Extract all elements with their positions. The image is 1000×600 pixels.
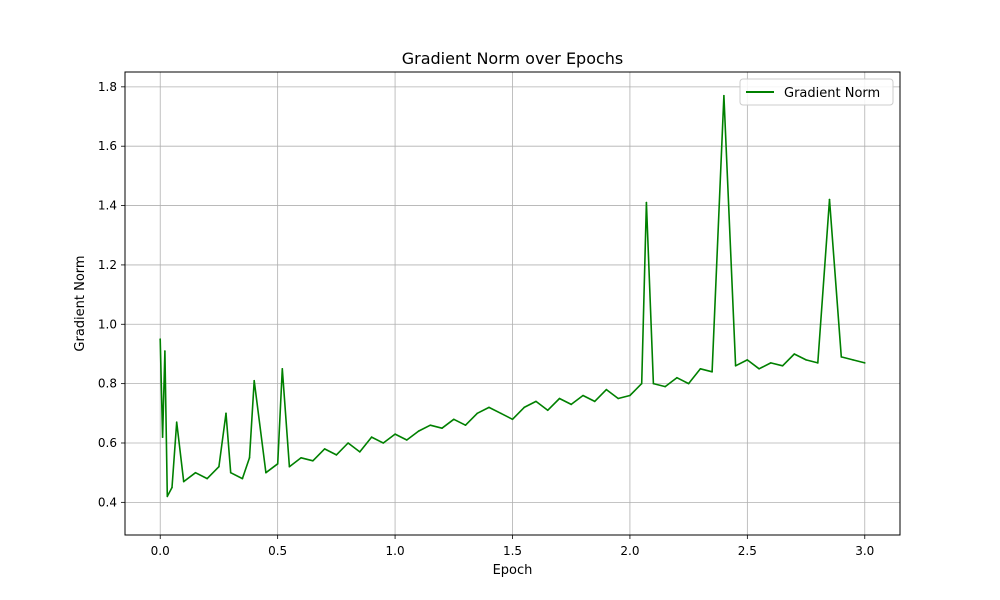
gradient-norm-point xyxy=(734,365,737,367)
gradient-norm-point xyxy=(265,471,267,474)
gradient-norm-point xyxy=(166,495,169,498)
gradient-norm-point xyxy=(781,365,784,367)
gradient-norm-point xyxy=(288,465,291,468)
gradient-norm-point xyxy=(241,477,244,480)
x-tick-label: 2.0 xyxy=(620,544,639,558)
y-tick-label: 1.0 xyxy=(98,317,117,331)
gradient-norm-point xyxy=(605,388,608,391)
gradient-norm-point xyxy=(441,427,443,430)
y-tick-label: 0.6 xyxy=(98,436,117,450)
gradient-norm-point xyxy=(164,350,166,352)
gradient-norm-point xyxy=(793,353,796,355)
gradient-norm-point xyxy=(417,430,420,432)
x-tick-label: 3.0 xyxy=(855,544,874,558)
gradient-norm-point xyxy=(593,400,596,403)
gradient-norm-point xyxy=(281,368,284,370)
gradient-norm-point xyxy=(570,403,572,406)
y-tick-label: 0.8 xyxy=(98,377,117,391)
gradient-norm-point xyxy=(558,397,561,400)
gradient-norm-point xyxy=(511,418,514,421)
gradient-norm-point xyxy=(582,394,584,397)
gradient-norm-point xyxy=(253,379,255,382)
gradient-norm-point xyxy=(171,486,173,489)
gradient-norm-point xyxy=(687,382,690,385)
gradient-norm-point xyxy=(206,477,208,480)
x-tick-label: 1.5 xyxy=(503,544,522,558)
gradient-norm-point xyxy=(500,412,502,415)
gradient-norm-point xyxy=(394,433,396,435)
gradient-norm-point xyxy=(229,471,232,474)
gradient-norm-point xyxy=(864,362,866,364)
gradient-norm-point xyxy=(523,406,525,409)
x-tick-label: 0.5 xyxy=(268,544,287,558)
gradient-norm-point xyxy=(382,442,385,444)
gradient-norm-point xyxy=(218,465,220,468)
chart-title: Gradient Norm over Epochs xyxy=(402,49,624,68)
gradient-norm-point xyxy=(194,471,197,474)
gradient-norm-point xyxy=(645,201,648,204)
gradient-norm-point xyxy=(664,385,666,388)
gradient-norm-point xyxy=(746,359,749,361)
gradient-norm-point xyxy=(312,460,314,462)
gradient-norm-point xyxy=(817,362,819,364)
legend-box xyxy=(739,78,894,106)
grid-layer xyxy=(125,72,900,535)
x-tick-label: 2.5 xyxy=(738,544,757,558)
gradient-norm-point xyxy=(248,457,251,459)
gradient-norm-point xyxy=(546,409,549,412)
gradient-norm-point xyxy=(852,359,854,361)
gradient-norm-point xyxy=(182,480,185,483)
gradient-norm-point xyxy=(429,424,432,427)
gradient-norm-point xyxy=(758,368,760,370)
gradient-norm-point xyxy=(617,397,619,400)
gradient-norm-point xyxy=(652,382,655,385)
gradient-norm-point xyxy=(406,439,408,441)
gradient-norm-point xyxy=(370,436,373,438)
gradient-norm-point xyxy=(464,424,467,427)
gradient-norm-point xyxy=(276,463,279,465)
gradient-norm-point xyxy=(640,382,643,385)
gradient-norm-point xyxy=(676,376,678,379)
legend: Gradient Norm xyxy=(739,78,894,106)
gradient-norm-point xyxy=(347,442,349,444)
gradient-norm-point xyxy=(770,362,772,364)
gradient-norm-point xyxy=(535,400,537,403)
gradient-norm-point xyxy=(699,368,702,370)
x-tick-label: 0.0 xyxy=(151,544,170,558)
gradient-norm-point xyxy=(175,421,178,424)
gradient-norm-point xyxy=(711,371,713,373)
y-tick-label: 0.4 xyxy=(98,495,117,509)
gradient-norm-point xyxy=(335,454,338,456)
y-tick-label: 1.2 xyxy=(98,258,117,272)
gradient-norm-point xyxy=(828,198,831,201)
gradient-norm-point xyxy=(161,436,164,438)
y-axis-label: Gradient Norm xyxy=(73,255,88,351)
gradient-norm-point xyxy=(225,412,227,415)
y-tick-label: 1.8 xyxy=(98,80,117,94)
gradient-norm-point xyxy=(359,451,361,453)
gradient-norm-point xyxy=(323,448,326,450)
gradient-norm-point xyxy=(453,418,455,421)
x-tick-label: 1.0 xyxy=(386,544,405,558)
gradient-norm-point xyxy=(300,457,302,459)
legend-label: Gradient Norm xyxy=(784,86,880,101)
y-tick-label: 1.4 xyxy=(98,199,117,213)
y-tick-label: 1.6 xyxy=(98,139,117,153)
gradient-norm-point xyxy=(629,394,631,397)
gradient-norm-point xyxy=(476,412,479,415)
series-layer xyxy=(159,94,866,498)
gradient-norm-point xyxy=(488,406,490,409)
gradient-norm-point xyxy=(723,94,725,97)
tick-layer: 0.0 0.5 1.0 1.5 2.0 2.5 3.0 0.4 0.6 0.8 1.0 1.2 1.4 1… xyxy=(98,80,874,558)
gradient-norm-point xyxy=(159,338,161,340)
x-axis-label: Epoch xyxy=(493,563,533,578)
gradient-norm-point xyxy=(840,356,843,358)
gradient-norm-point xyxy=(805,359,807,361)
